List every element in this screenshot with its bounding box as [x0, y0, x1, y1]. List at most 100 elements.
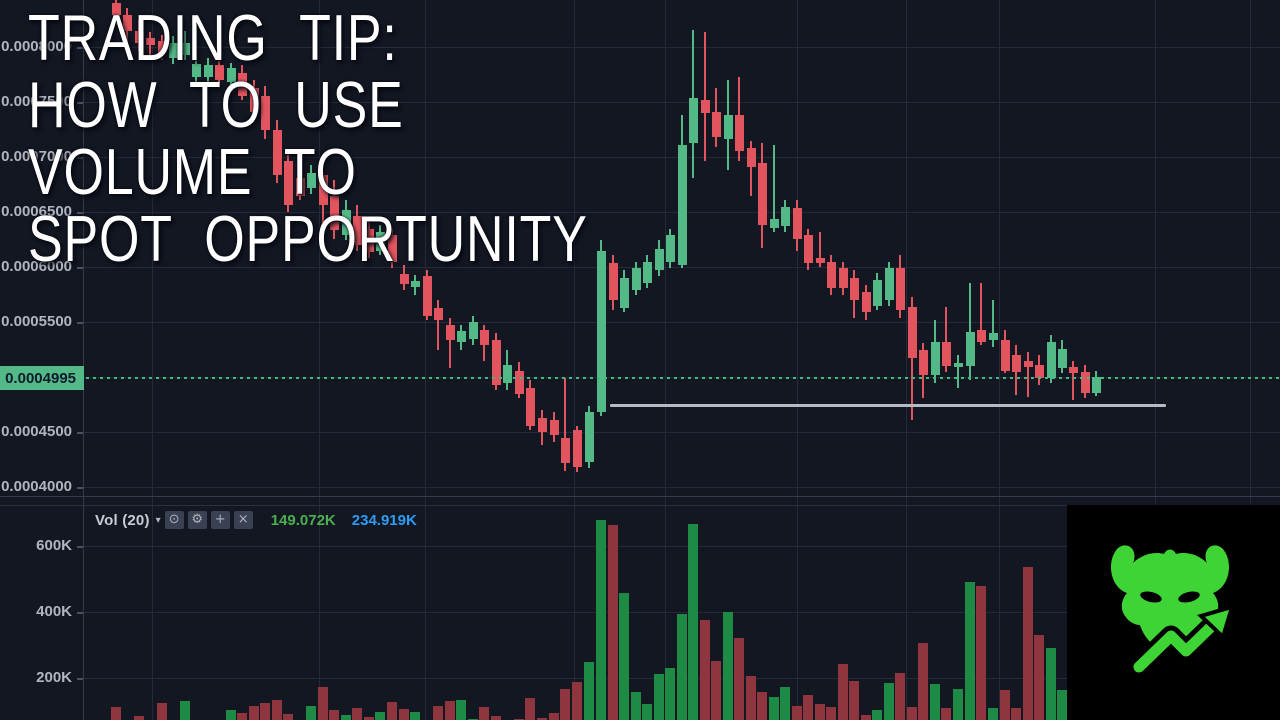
volume-bar — [654, 674, 664, 720]
volume-bar — [272, 700, 282, 720]
candle-wick — [750, 140, 752, 196]
volume-bar — [306, 706, 316, 720]
candle — [1069, 367, 1078, 373]
candle — [342, 210, 351, 236]
volume-bar — [861, 714, 871, 720]
chevron-down-icon[interactable]: ▾ — [155, 514, 161, 526]
candle — [561, 437, 570, 463]
volume-bar — [780, 686, 790, 720]
volume-bar — [792, 706, 802, 720]
candle-wick — [564, 378, 566, 471]
volume-bar — [849, 680, 859, 720]
volume-bar — [387, 702, 397, 720]
volume-bar — [260, 703, 270, 720]
volume-bar — [1034, 635, 1044, 720]
candle — [816, 258, 825, 263]
volume-bar — [930, 683, 940, 720]
candle — [643, 261, 652, 283]
axis-border-line[interactable] — [83, 0, 84, 720]
volume-bar — [134, 715, 144, 720]
volume-bar — [1057, 689, 1067, 720]
candle — [400, 273, 409, 284]
volume-bar — [111, 707, 121, 720]
volume-bar — [884, 682, 894, 720]
candle-wick — [773, 145, 775, 232]
video-title-overlay: TRADING TIP: HOW TO USE VOLUME TO SPOT O… — [28, 4, 588, 272]
candle — [1092, 377, 1101, 393]
candle — [1081, 371, 1090, 393]
candle — [931, 341, 940, 375]
volume-bar — [608, 524, 618, 720]
candle — [1058, 348, 1067, 369]
volume-bar — [237, 712, 247, 720]
candle — [885, 268, 894, 301]
candle — [678, 145, 687, 265]
candle — [423, 275, 432, 316]
candle-wick — [969, 282, 971, 381]
volume-bar — [399, 709, 409, 720]
volume-bar — [375, 711, 385, 720]
candle — [215, 64, 224, 81]
candle — [538, 417, 547, 433]
candle — [597, 250, 606, 413]
candle — [388, 235, 397, 262]
candle — [954, 362, 963, 368]
candle-wick — [1027, 351, 1029, 397]
candle — [655, 248, 664, 271]
candle — [873, 280, 882, 306]
volume-bar — [525, 698, 535, 720]
volume-bar — [364, 716, 374, 720]
volume-bar — [433, 706, 443, 720]
candle — [724, 115, 733, 139]
volume-bar — [723, 611, 733, 720]
volume-bar — [537, 717, 547, 720]
visibility-eye-icon[interactable]: ⊙ — [164, 511, 184, 529]
volume-bar — [988, 708, 998, 720]
candle — [735, 115, 744, 151]
candle — [989, 333, 998, 340]
indicator-title[interactable]: Vol (20) — [95, 511, 150, 529]
candle — [123, 15, 132, 31]
add-plus-icon[interactable]: + — [210, 511, 230, 529]
candle — [770, 218, 779, 228]
support-line-drawing[interactable] — [610, 404, 1166, 407]
remove-close-icon[interactable]: × — [233, 511, 253, 529]
settings-gear-icon[interactable]: ⚙ — [187, 511, 207, 529]
candle — [793, 207, 802, 239]
volume-bar — [642, 704, 652, 720]
candle — [804, 235, 813, 263]
volume-bar — [941, 708, 951, 720]
title-line-2: HOW TO USE — [28, 68, 404, 141]
candle — [1047, 341, 1056, 379]
channel-logo-box — [1067, 505, 1280, 720]
candle — [135, 30, 144, 43]
volume-bar — [976, 586, 986, 720]
volume-bar — [180, 701, 190, 720]
candle-wick — [437, 300, 439, 350]
volume-bar-value: 234.919K — [351, 511, 417, 529]
title-line-1: TRADING TIP: — [28, 1, 398, 74]
candle-wick — [704, 31, 706, 161]
candle — [827, 261, 836, 289]
volume-bar — [815, 704, 825, 720]
candle — [457, 330, 466, 342]
pane-separator — [0, 505, 1280, 506]
candle — [712, 112, 721, 138]
candle — [1012, 355, 1021, 372]
candle — [181, 42, 190, 55]
volume-bar — [283, 713, 293, 720]
candle — [977, 329, 986, 342]
volume-bar — [631, 691, 641, 720]
volume-bar — [953, 688, 963, 720]
volume-bar — [572, 681, 582, 720]
candle — [966, 332, 975, 367]
candle — [862, 292, 871, 313]
volume-bar — [665, 668, 675, 720]
candle — [503, 365, 512, 383]
pane-separator[interactable] — [0, 496, 1280, 497]
candle — [1001, 339, 1010, 371]
volume-bar — [456, 700, 466, 720]
current-price-dotted-line — [86, 377, 1280, 379]
volume-bar — [329, 709, 339, 720]
volume-bar — [734, 638, 744, 720]
